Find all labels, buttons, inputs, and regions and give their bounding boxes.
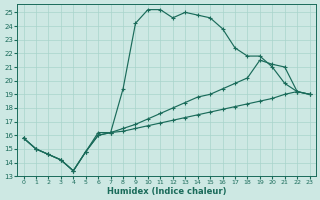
X-axis label: Humidex (Indice chaleur): Humidex (Indice chaleur) — [107, 187, 226, 196]
